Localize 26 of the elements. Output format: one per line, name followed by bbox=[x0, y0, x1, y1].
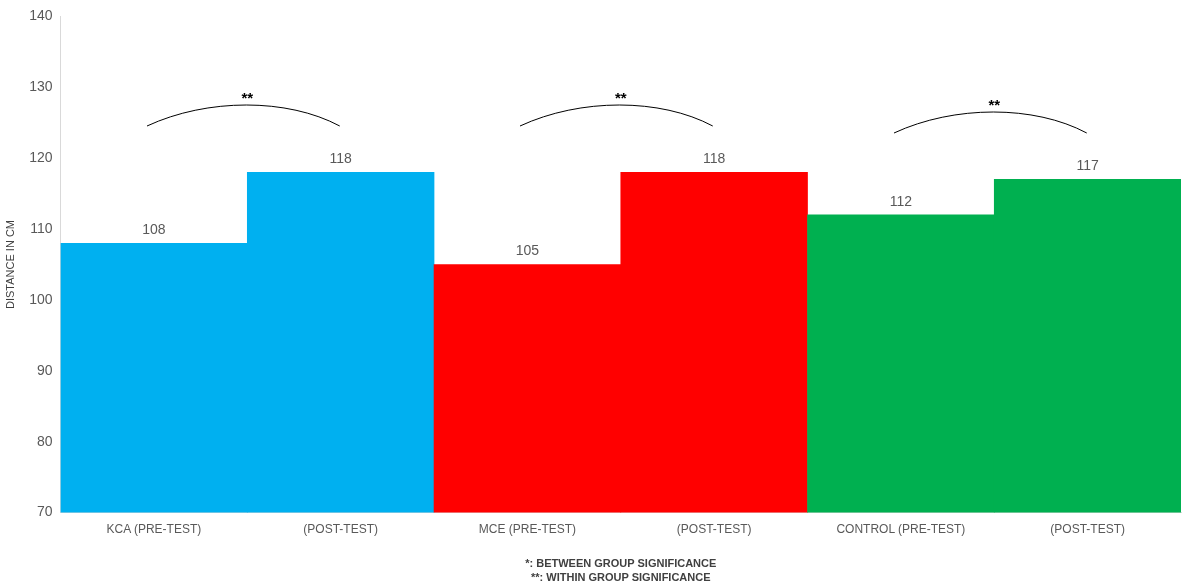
y-tick-label: 110 bbox=[30, 219, 53, 236]
annotation: ** bbox=[988, 96, 1001, 114]
data-label: 118 bbox=[329, 150, 353, 167]
x-tick-label: MCE (PRE-TEST) bbox=[478, 522, 577, 537]
y-tick-label: 130 bbox=[29, 78, 53, 95]
x-tick-label: KCA (PRE-TEST) bbox=[106, 522, 202, 537]
text: *: BETWEEN GROUP SIGNIFICANCE bbox=[525, 556, 717, 569]
data-label: 105 bbox=[515, 242, 540, 259]
x-tick-label: (POST-TEST) bbox=[303, 522, 378, 537]
x-tick-label: (POST-TEST) bbox=[1050, 522, 1125, 537]
data-label: 117 bbox=[1076, 157, 1099, 174]
y-axis-title: DISTANCE IN CM bbox=[3, 219, 16, 310]
y-tick-label: 80 bbox=[36, 432, 53, 449]
data-label: 108 bbox=[142, 221, 166, 238]
y-tick-label: 100 bbox=[29, 290, 53, 307]
x-tick-label: (POST-TEST) bbox=[676, 522, 752, 537]
data-label: 118 bbox=[702, 150, 726, 167]
text: **: WITHIN GROUP SIGNIFICANCE bbox=[531, 570, 711, 583]
y-tick-label: 140 bbox=[29, 7, 53, 24]
annotation: ** bbox=[614, 88, 627, 106]
data-label: 112 bbox=[889, 192, 913, 209]
x-tick-label: CONTROL (PRE-TEST) bbox=[836, 522, 966, 537]
y-tick-label: 120 bbox=[29, 149, 53, 166]
y-tick-label: 70 bbox=[36, 503, 53, 520]
annotation: ** bbox=[241, 88, 254, 106]
y-tick-label: 90 bbox=[36, 361, 53, 378]
